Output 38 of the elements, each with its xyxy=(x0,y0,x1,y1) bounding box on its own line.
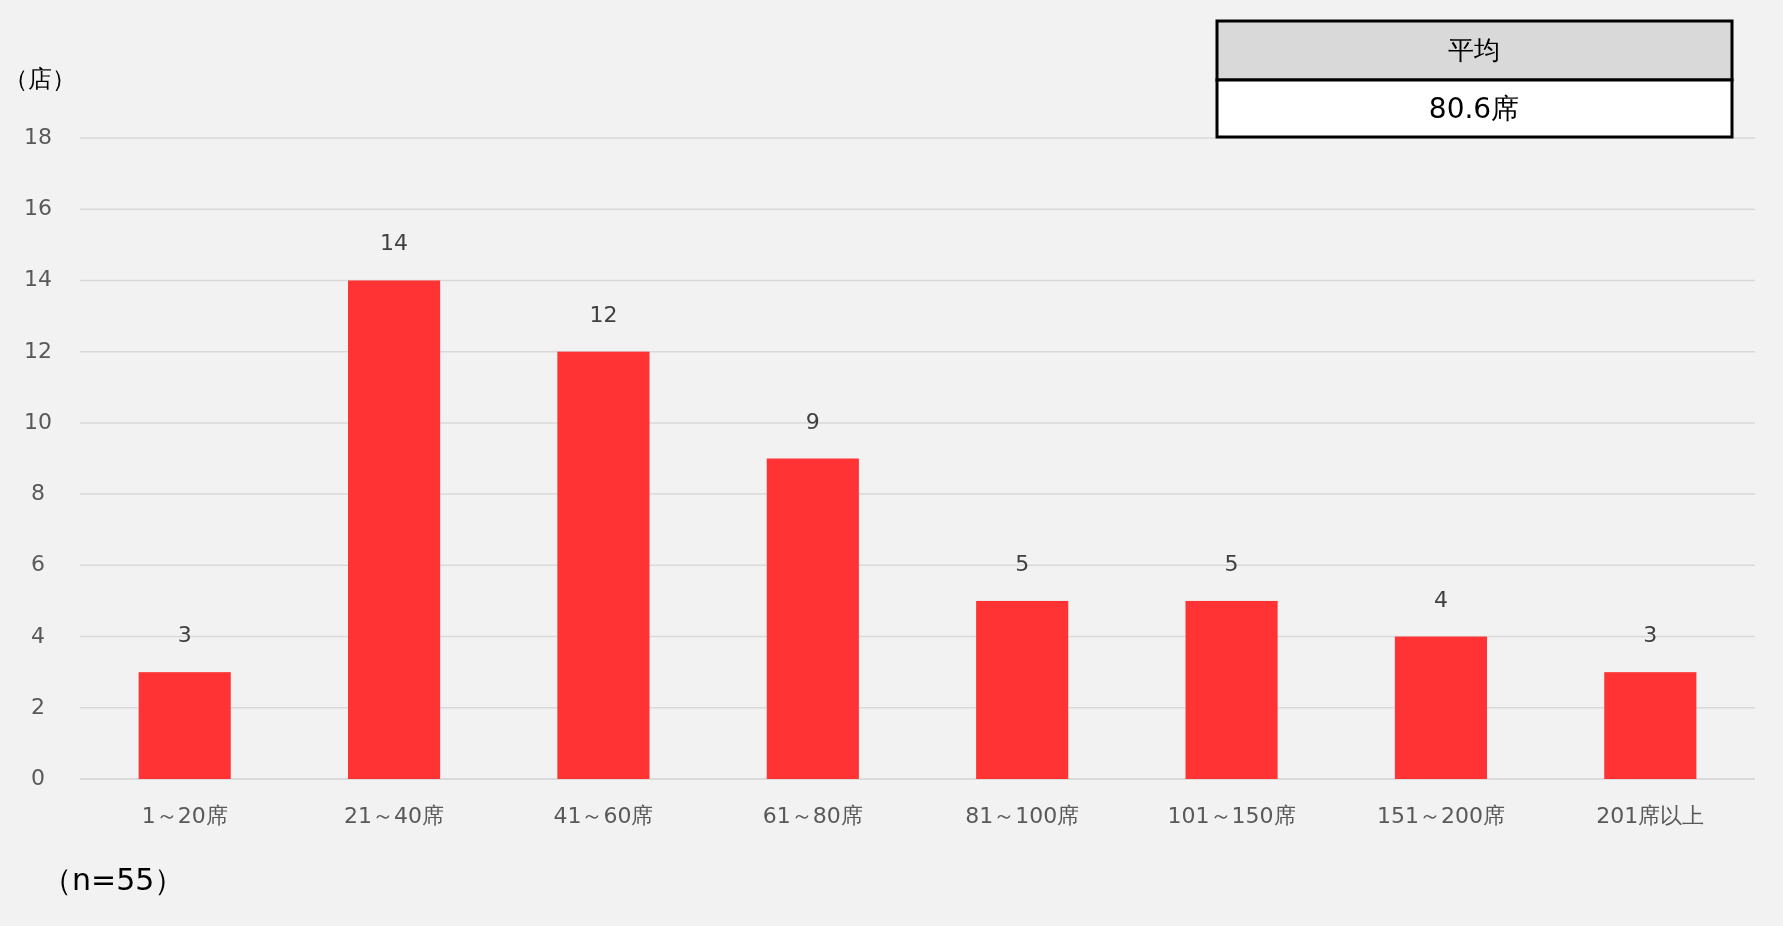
y-tick-label: 10 xyxy=(24,408,52,434)
bar xyxy=(1604,672,1697,779)
text: 80.6席 xyxy=(1428,92,1520,125)
y-tick-label: 16 xyxy=(24,195,52,221)
data-label: 5 xyxy=(1224,550,1239,576)
y-tick-label: 4 xyxy=(31,622,45,648)
data-label: 5 xyxy=(1015,550,1030,576)
bar xyxy=(976,600,1069,779)
x-tick-label: 151～200席 xyxy=(1376,803,1505,828)
bar xyxy=(1394,636,1488,779)
x-tick-label: 21～40席 xyxy=(344,803,445,828)
y-tick-label: 8 xyxy=(31,480,45,506)
data-label: 3 xyxy=(1643,622,1658,648)
bar xyxy=(1185,600,1278,779)
y-tick-label: 6 xyxy=(31,551,45,577)
y-axis-title: （店） xyxy=(4,65,76,93)
x-tick-label: 41～60席 xyxy=(553,803,654,828)
x-tick-label: 61～80席 xyxy=(762,803,863,828)
data-label: 9 xyxy=(805,408,820,434)
bar xyxy=(138,672,231,779)
y-tick-label: 0 xyxy=(31,765,45,790)
y-tick-label: 18 xyxy=(24,124,52,149)
x-tick-label: 81～100席 xyxy=(965,803,1080,828)
data-label: 4 xyxy=(1433,586,1448,612)
y-tick-label: 14 xyxy=(24,266,52,292)
x-tick-label: 201席以上 xyxy=(1596,803,1705,828)
text: 平均 xyxy=(1448,34,1500,65)
x-tick-label: 1～20席 xyxy=(141,803,228,828)
data-label: 3 xyxy=(177,622,192,648)
text: （n=55） xyxy=(42,861,185,897)
y-tick-label: 12 xyxy=(24,337,52,363)
bar xyxy=(557,351,650,779)
data-label: 12 xyxy=(589,301,618,327)
y-tick-label: 2 xyxy=(31,693,45,719)
bar xyxy=(348,280,441,779)
data-label: 14 xyxy=(380,230,409,256)
bar xyxy=(766,458,859,779)
x-tick-label: 101～150席 xyxy=(1167,803,1296,828)
